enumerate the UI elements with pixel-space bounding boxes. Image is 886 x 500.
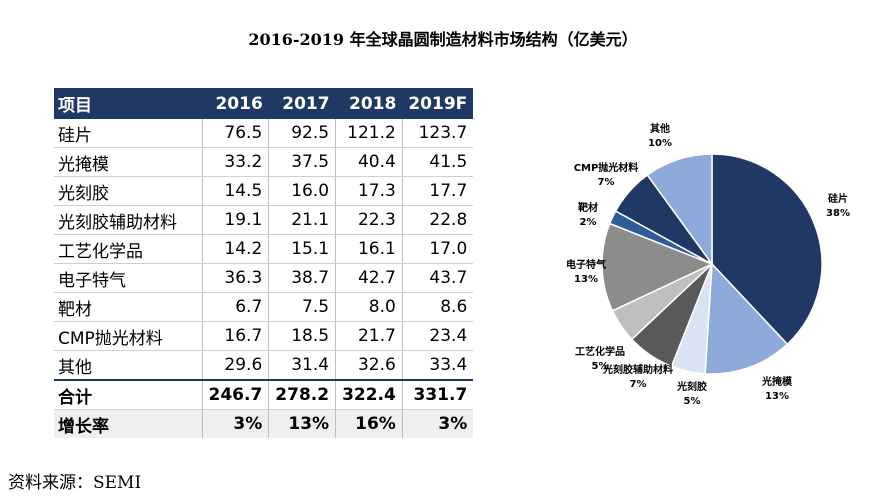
pie-slice-name-label: 光刻胶 [676,380,707,393]
pie-slice-name-label: 光刻胶辅助材料 [602,363,673,376]
table-cell: 16.0 [268,176,337,206]
table-cell: 43.7 [402,263,474,293]
table-cell: 38.7 [268,263,337,293]
table-cell: 42.7 [335,263,403,293]
table-cell: 17.7 [402,176,474,206]
table-cell: 8.6 [402,292,474,322]
table-cell: 8.0 [335,292,403,322]
pie-slice-percent-label: 10% [648,138,672,149]
pie-slice-percent-label: 5% [592,361,609,372]
table-row: 电子特气 36.3 38.7 42.7 43.7 [54,263,474,293]
table-cell: 22.8 [402,205,474,235]
market-table: 项目 2016 2017 2018 2019F 硅片 76.5 92.5 121.2 1… [54,88,474,438]
table-cell: 3% [402,409,474,438]
table-header-cell: 2019F [402,88,474,119]
table-cell: 121.2 [335,119,403,148]
table-cell: 41.5 [402,147,474,177]
table-row: CMP抛光材料 16.7 18.5 21.7 23.4 [54,321,474,351]
table-cell: CMP抛光材料 [54,321,203,351]
chart-title: 2016-2019 年全球晶圆制造材料市场结构（亿美元） [248,30,638,49]
pie-slice-percent-label: 2% [580,217,597,228]
table-cell: 光刻胶辅助材料 [54,205,203,235]
table-row: 工艺化学品 14.2 15.1 16.1 17.0 [54,234,474,264]
pie-slice-name-label: 硅片 [828,192,848,205]
pie-slice-name-label: 电子特气 [566,258,606,271]
table-cell: 19.1 [202,205,270,235]
table-cell: 15.1 [268,234,337,264]
table-header-cell: 项目 [54,88,202,119]
table-cell: 40.4 [335,147,403,177]
pie-slice-name-label: 靶材 [578,201,598,214]
table-row: 光掩模 33.2 37.5 40.4 41.5 [54,147,474,177]
table-cell: 76.5 [202,119,270,148]
table-cell: 光掩模 [54,147,203,177]
table-cell: 322.4 [335,379,403,410]
table-row: 靶材 6.7 7.5 8.0 8.6 [54,292,474,322]
table-cell: 14.2 [202,234,270,264]
table-cell: 电子特气 [54,263,203,293]
table-cell: 靶材 [54,292,203,322]
table-cell: 123.7 [402,119,474,148]
table-total-row: 合计 246.7 278.2 322.4 331.7 [54,379,474,410]
table-cell: 7.5 [268,292,337,322]
table-cell: 23.4 [402,321,474,351]
table-cell: 合计 [54,379,203,410]
table-cell: 32.6 [335,350,403,381]
table-cell: 13% [268,409,337,438]
table-cell: 17.0 [402,234,474,264]
table-header-row: 项目 2016 2017 2018 2019F [54,88,474,119]
table-cell: 3% [202,409,270,438]
table-row: 光刻胶 14.5 16.0 17.3 17.7 [54,176,474,206]
table-cell: 17.3 [335,176,403,206]
table-cell: 光刻胶 [54,176,203,206]
table-cell: 29.6 [202,350,270,381]
table-cell: 21.1 [268,205,337,235]
table-cell: 其他 [54,350,203,381]
table-cell: 331.7 [402,379,474,410]
table-cell: 增长率 [54,409,203,438]
source-note: 资料来源：SEMI [8,473,142,493]
table-cell: 22.3 [335,205,403,235]
table-cell: 18.5 [268,321,337,351]
pie-slice-percent-label: 13% [765,391,789,402]
table-cell: 278.2 [268,379,337,410]
table-cell: 246.7 [202,379,270,410]
table-row: 硅片 76.5 92.5 121.2 123.7 [54,119,474,148]
table-cell: 21.7 [335,321,403,351]
pie-slice-percent-label: 13% [574,274,598,285]
pie-slice-name-label: CMP抛光材料 [574,161,639,174]
pie-slice-percent-label: 5% [684,396,701,407]
table-cell: 16.1 [335,234,403,264]
table-cell: 6.7 [202,292,270,322]
table-cell: 16% [335,409,403,438]
pie-slice [704,262,789,375]
market-share-pie-chart: 硅片38%光掩模13%光刻胶5%光刻胶辅助材料7%工艺化学品5%电子特气13%靶… [566,122,850,407]
pie-slice-percent-label: 7% [598,177,615,188]
table-cell: 31.4 [268,350,337,381]
table-growth-row: 增长率 3% 13% 16% 3% [54,409,474,438]
table-header-cell: 2018 [335,88,403,119]
table-row: 光刻胶辅助材料 19.1 21.1 22.3 22.8 [54,205,474,235]
table-cell: 36.3 [202,263,270,293]
pie-slice-percent-label: 7% [630,379,647,390]
table-cell: 92.5 [268,119,337,148]
pie-slice [601,222,714,312]
table-cell: 37.5 [268,147,337,177]
table-cell: 工艺化学品 [54,234,203,264]
pie-slice [646,153,713,267]
table-cell: 33.2 [202,147,270,177]
table-cell: 33.4 [402,350,474,381]
table-cell: 硅片 [54,119,203,148]
table-row: 其他 29.6 31.4 32.6 33.4 [54,350,474,381]
table-header-cell: 2017 [268,88,336,119]
table-header-cell: 2016 [202,88,269,119]
pie-slice [711,153,823,346]
pie-slice-name-label: 其他 [650,122,670,135]
table-cell: 16.7 [202,321,270,351]
pie-slice-name-label: 光掩模 [761,375,793,388]
table-cell: 14.5 [202,176,270,206]
pie-slice-percent-label: 38% [826,208,850,219]
pie-slice-name-label: 工艺化学品 [575,345,625,358]
